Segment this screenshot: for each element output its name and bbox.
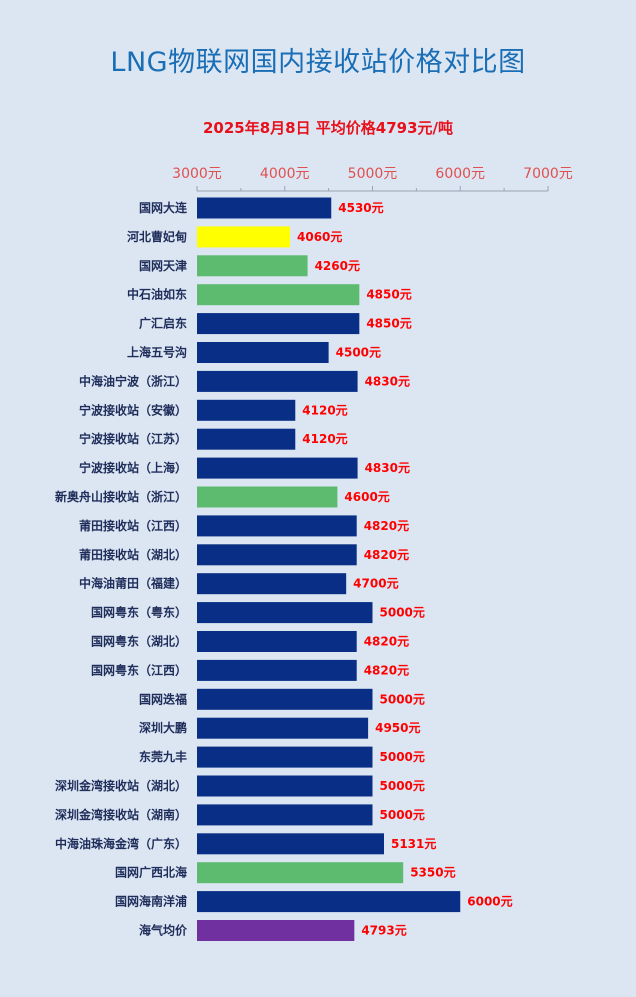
data-label: 5000元 xyxy=(380,606,425,620)
category-label: 深圳金湾接收站（湖北） xyxy=(55,778,187,793)
bar xyxy=(197,717,369,739)
category-label: 国网大连 xyxy=(139,200,188,215)
data-label: 4260元 xyxy=(315,259,360,273)
bar xyxy=(197,746,373,768)
bar xyxy=(197,515,357,537)
category-label: 广汇启东 xyxy=(139,316,187,331)
data-label: 4793元 xyxy=(361,924,406,938)
category-label: 河北曹妃甸 xyxy=(126,229,187,244)
category-label: 中海油宁波（浙江） xyxy=(79,373,187,388)
data-label: 4120元 xyxy=(302,432,347,446)
data-label: 5131元 xyxy=(391,837,436,851)
category-label: 莆田接收站（湖北） xyxy=(79,547,187,562)
category-label: 深圳大鹏 xyxy=(139,720,187,735)
category-label: 国网海南洋浦 xyxy=(115,894,187,909)
bar xyxy=(197,313,360,335)
bar xyxy=(197,226,291,248)
category-label: 国网天津 xyxy=(139,258,187,273)
data-label: 5350元 xyxy=(410,866,455,880)
data-label: 4830元 xyxy=(365,461,410,475)
category-label: 中海油莆田（福建） xyxy=(79,576,187,591)
data-label: 4530元 xyxy=(338,201,383,215)
bar xyxy=(197,197,332,219)
bar xyxy=(197,428,296,450)
bar xyxy=(197,457,358,479)
x-tick-label: 6000元 xyxy=(435,166,485,182)
bar xyxy=(197,659,357,681)
data-label: 6000元 xyxy=(467,895,512,909)
x-axis: 3000元 4000元 5000元 6000元 7000元 xyxy=(172,166,573,192)
category-label: 新奥舟山接收站（浙江） xyxy=(55,489,187,504)
category-label: 国网粤东（江西） xyxy=(91,662,187,677)
bar xyxy=(197,284,360,306)
bar xyxy=(197,370,358,392)
data-label: 5000元 xyxy=(380,779,425,793)
chart-title: LNG物联网国内接收站价格对比图 xyxy=(110,47,526,78)
category-label: 国网迭福 xyxy=(139,691,187,706)
bar xyxy=(197,891,461,913)
category-label: 深圳金湾接收站（湖南） xyxy=(55,807,187,822)
bar xyxy=(197,631,357,652)
data-label: 4850元 xyxy=(366,288,411,302)
category-label: 东莞九丰 xyxy=(139,749,187,764)
category-label: 国网粤东（粤东） xyxy=(91,605,187,620)
bar xyxy=(197,602,373,624)
x-tick-label: 3000元 xyxy=(172,166,222,182)
category-label: 莆田接收站（江西） xyxy=(79,518,187,533)
category-label: 海气均价 xyxy=(139,923,188,938)
data-label: 4060元 xyxy=(297,230,342,244)
data-label: 4700元 xyxy=(353,577,398,591)
data-label: 4120元 xyxy=(302,403,347,417)
category-label: 国网粤东（湖北） xyxy=(91,634,187,649)
data-label: 4820元 xyxy=(364,548,409,562)
data-label: 4830元 xyxy=(365,374,410,388)
data-label: 4820元 xyxy=(364,663,409,677)
data-label: 4820元 xyxy=(364,635,409,649)
bar xyxy=(197,833,384,855)
category-label: 宁波接收站（上海） xyxy=(79,460,187,475)
bar xyxy=(197,688,373,710)
bar xyxy=(197,775,373,797)
data-label: 4950元 xyxy=(375,721,420,735)
bar xyxy=(197,255,308,277)
chart-subtitle: 2025年8月8日 平均价格4793元/吨 xyxy=(202,119,454,137)
bar xyxy=(197,862,404,884)
bar xyxy=(197,920,355,941)
data-label: 4500元 xyxy=(336,346,381,360)
bar xyxy=(197,399,296,421)
category-label: 中海油珠海金湾（广东） xyxy=(55,836,187,851)
data-label: 4600元 xyxy=(344,490,389,504)
bar xyxy=(197,342,329,363)
data-label: 5000元 xyxy=(380,750,425,764)
category-label: 宁波接收站（江苏） xyxy=(79,431,187,446)
x-tick-label: 7000元 xyxy=(523,166,573,182)
x-tick-label: 4000元 xyxy=(260,166,310,182)
bar xyxy=(197,573,347,595)
data-label: 4850元 xyxy=(366,317,411,331)
bar xyxy=(197,544,357,566)
category-label: 宁波接收站（安徽） xyxy=(79,402,187,417)
bar xyxy=(197,804,373,826)
category-label: 上海五号沟 xyxy=(127,345,187,360)
data-label: 5000元 xyxy=(380,808,425,822)
data-label: 5000元 xyxy=(380,692,425,706)
category-label: 中石油如东 xyxy=(127,287,187,302)
category-label: 国网广西北海 xyxy=(115,865,187,880)
bar xyxy=(197,486,338,508)
data-label: 4820元 xyxy=(364,519,409,533)
x-tick-label: 5000元 xyxy=(348,166,398,182)
